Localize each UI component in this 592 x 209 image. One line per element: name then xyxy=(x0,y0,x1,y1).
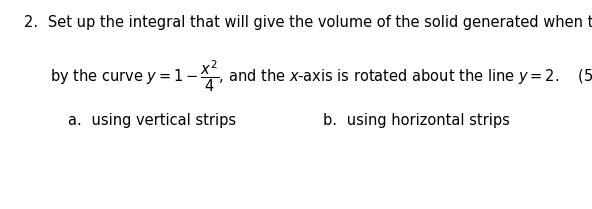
Text: a.  using vertical strips: a. using vertical strips xyxy=(68,113,236,128)
Text: by the curve $y = 1 - \dfrac{x^2}{4}$, and the $x$-axis is rotated about the lin: by the curve $y = 1 - \dfrac{x^2}{4}$, a… xyxy=(50,59,592,94)
Text: b.  using horizontal strips: b. using horizontal strips xyxy=(323,113,510,128)
Text: 2.  Set up the integral that will give the volume of the solid generated when th: 2. Set up the integral that will give th… xyxy=(24,15,592,30)
